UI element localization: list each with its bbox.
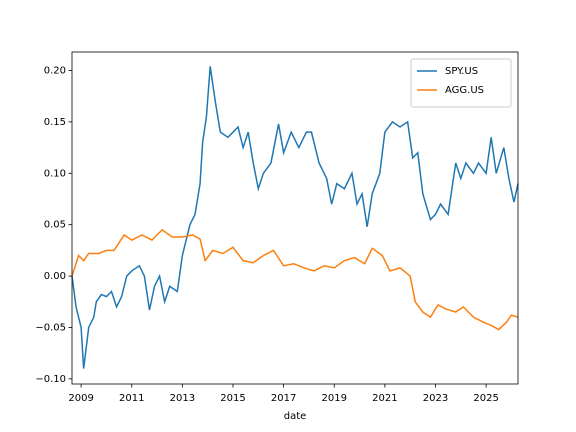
y-tick-label: 0.05 (44, 220, 66, 231)
x-tick-label: 2019 (322, 393, 347, 404)
series-line (71, 66, 519, 369)
x-tick-label: 2025 (473, 393, 498, 404)
y-tick-label: −0.10 (35, 374, 66, 385)
legend-label: SPY.US (445, 66, 478, 77)
x-tick-label: 2009 (68, 393, 93, 404)
x-tick-label: 2015 (220, 393, 245, 404)
y-tick-label: −0.05 (35, 322, 66, 333)
legend: SPY.US AGG.US (410, 58, 512, 108)
x-tick-label: 2013 (170, 393, 195, 404)
x-tick-label: 2023 (423, 393, 448, 404)
x-axis-label: date (284, 411, 307, 422)
series-line (71, 228, 519, 331)
plot-frame (71, 51, 519, 385)
y-tick-label: 0.20 (44, 66, 66, 77)
y-tick-label: 0.15 (44, 117, 66, 128)
x-tick-label: 2011 (119, 393, 144, 404)
legend-label: AGG.US (445, 85, 484, 96)
y-tick-label: 0.00 (44, 271, 66, 282)
y-tick-label: 0.10 (44, 168, 66, 179)
x-tick-label: 2017 (271, 393, 296, 404)
x-tick-label: 2021 (372, 393, 397, 404)
